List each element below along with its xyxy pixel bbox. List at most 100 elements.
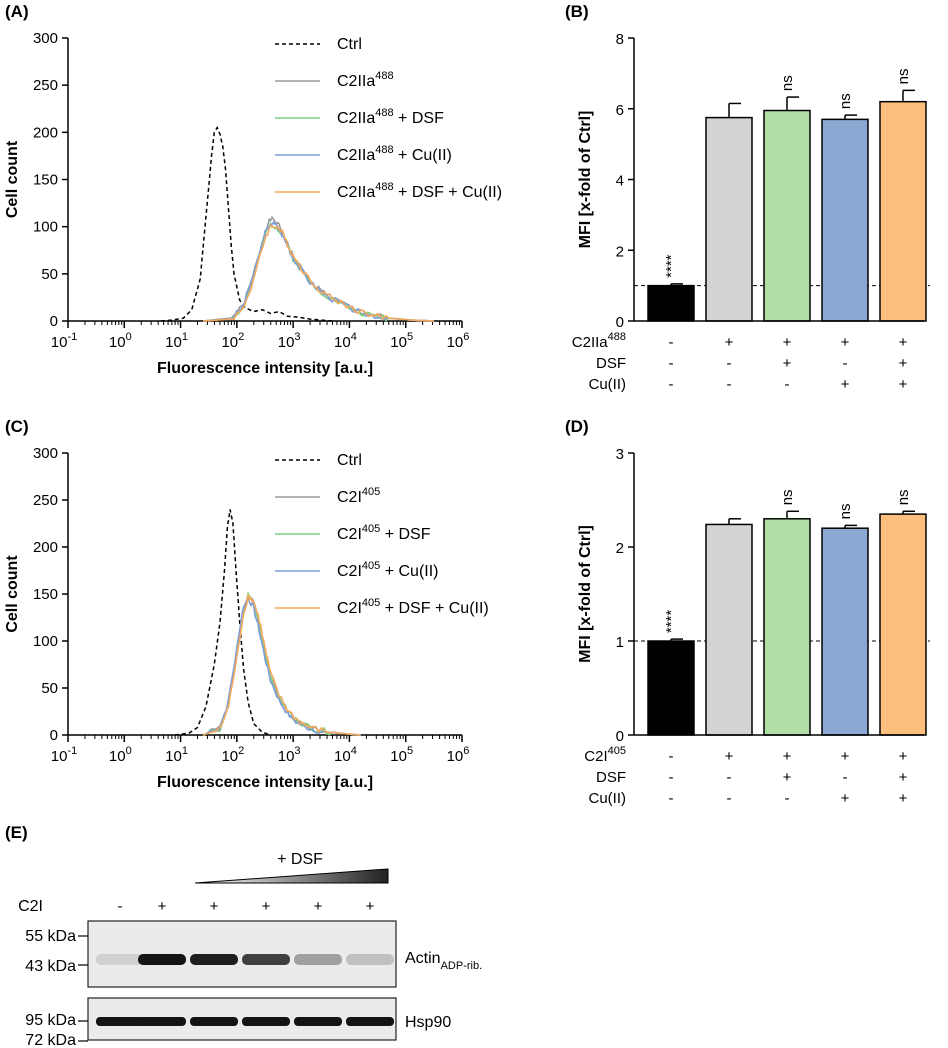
condition-mark: + [899,748,908,765]
condition-mark: + [899,376,908,393]
series-line-c2dsfcu [203,224,434,322]
x-tick-label: 10-1 [51,331,77,351]
x-tick-label: 100 [109,331,132,351]
condition-mark: - [669,334,674,351]
panel-label-c: (C) [5,417,29,436]
condition-mark: + [899,790,908,807]
condition-mark: - [669,790,674,807]
y-tick-label: 300 [33,30,58,47]
condition-mark: - [785,376,790,393]
legend-label-c2: C2IIa488 [337,70,394,90]
dsf-gradient-wedge [194,868,389,884]
band-label-actin-main: Actin [405,950,441,967]
hsp90-band [190,1017,238,1026]
legend-label-c2dsf-base: C2IIa [337,110,375,127]
x-tick-label: 10-1 [51,745,77,765]
condition-mark: + [783,748,792,765]
series-line-c2cu [203,221,434,322]
condition-mark: + [841,748,850,765]
condition-mark: - [785,790,790,807]
legend-label-c2-sup: 488 [375,70,393,82]
condition-mark: + [899,355,908,372]
c2i-mark: + [262,898,271,915]
significance-label: ns [779,75,796,91]
bar-4 [879,100,927,322]
legend-label-c2dsf-suffix: + DSF [394,110,444,127]
significance-label: ns [779,489,796,505]
x-tick-base: 10 [165,748,182,765]
x-tick-base: 10 [278,334,295,351]
condition-mark: - [727,790,732,807]
y-axis-title: Cell count [4,555,21,633]
significance-label: ns [895,489,912,505]
x-tick-exponent: 2 [238,745,244,757]
series-line-c2dsf [203,221,434,322]
x-tick-exponent: 3 [294,745,300,757]
x-tick-exponent: 0 [126,331,132,343]
x-tick-label: 105 [390,745,413,765]
panel-label-a: (A) [5,2,29,21]
legend-label-c2dsfcu-sup: 405 [362,597,380,609]
legend-label-c2dsfcu: C2I405 + DSF + Cu(II) [337,597,489,617]
legend-label-c2dsf-sup: 405 [362,523,380,535]
bar-1 [705,116,753,322]
condition-label-base: DSF [596,355,626,372]
condition-label-sup: 405 [608,745,626,757]
x-tick-label: 104 [334,331,357,351]
hsp90-band [346,1017,394,1026]
y-tick-label: 0 [616,728,624,745]
legend-label-c2cu-sup: 488 [375,144,393,156]
y-tick-label: 4 [616,173,624,190]
x-tick-exponent: 6 [463,745,469,757]
legend-label-ctrl: Ctrl [337,36,362,53]
hsp90-band [242,1017,290,1026]
y-tick-label: 1 [616,634,624,651]
y-tick-label: 0 [50,313,58,330]
legend-label-c2-sup: 405 [362,486,380,498]
marker-95kda: 95 kDa [25,1012,76,1029]
legend-label-c2cu-sup: 405 [362,560,380,572]
x-tick-base: 10 [390,334,407,351]
condition-mark: - [727,355,732,372]
x-tick-label: 102 [221,331,244,351]
significance-label: ns [895,69,912,85]
c2i-mark: + [158,898,167,915]
x-tick-base: 10 [334,748,351,765]
y-tick-label: 200 [33,539,58,556]
bar-3 [821,527,869,736]
legend-label-c2cu-base: C2IIa [337,147,375,164]
legend-label-ctrl-base: Ctrl [337,36,362,53]
condition-label: DSF [596,355,626,372]
legend-label-c2cu: C2I405 + Cu(II) [337,560,439,580]
condition-mark: + [841,790,850,807]
blot-upper-membrane [87,920,397,988]
y-tick-label: 100 [33,633,58,650]
y-tick-label: 200 [33,124,58,141]
bar-chart-b: **** - - - + - - ns + + - ns + - + ns + + +0 2 4 6 8 MFI [x-fol… [572,31,930,393]
bar-2 [763,518,811,736]
legend-label-ctrl: Ctrl [337,452,362,469]
hsp90-band [294,1017,342,1026]
y-tick-label: 100 [33,219,58,236]
y-tick-label: 2 [616,243,624,260]
x-tick-label: 103 [278,745,301,765]
bar-0 [647,284,695,322]
condition-mark: - [669,748,674,765]
condition-mark: + [725,334,734,351]
x-tick-base: 10 [278,748,295,765]
marker-55kda: 55 kDa [25,928,76,945]
y-tick-label: 0 [616,314,624,331]
legend-label-c2dsfcu: C2IIa488 + DSF + Cu(II) [337,181,502,201]
band-label-actin: ActinADP-rib. [405,950,482,972]
c2i-row-label: C2I [18,898,43,915]
legend-label-c2dsf-sup: 488 [375,107,393,119]
x-tick-exponent: 1 [182,331,188,343]
c2i-mark: + [210,898,219,915]
bar-1 [705,523,753,736]
y-tick-label: 3 [616,446,624,463]
condition-label: DSF [596,769,626,786]
condition-mark: - [727,769,732,786]
